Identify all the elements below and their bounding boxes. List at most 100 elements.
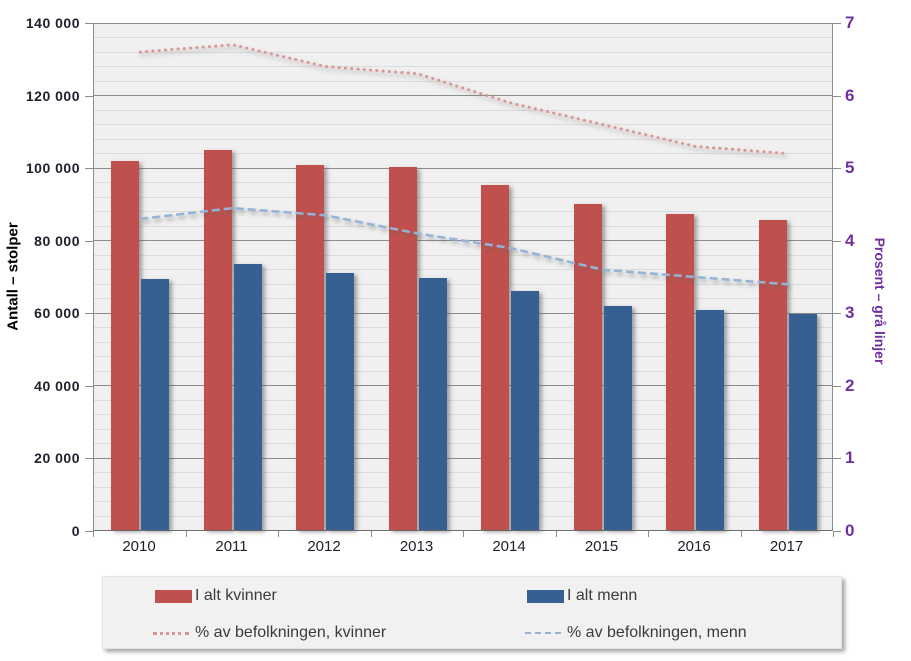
left-tick-mark — [85, 385, 93, 387]
bar-menn-2015 — [603, 305, 632, 530]
kvinner-bar-swatch — [155, 589, 192, 603]
right-tick-label: 6 — [845, 85, 855, 105]
left-tick-mark — [85, 168, 93, 170]
left-tick-label: 140 000 — [25, 15, 80, 31]
minor-gridline — [94, 269, 832, 271]
left-tick-mark — [85, 240, 93, 242]
left-tick-label: 100 000 — [25, 160, 80, 177]
percent-line-kvinner — [138, 43, 790, 156]
major-gridline — [94, 312, 832, 314]
minor-gridline — [94, 211, 832, 213]
right-tick-label: 3 — [845, 303, 855, 323]
minor-gridline — [94, 51, 832, 53]
bar-menn-2014 — [511, 290, 540, 530]
minor-gridline — [94, 109, 832, 111]
legend: I alt kvinner I alt menn % av befolkning… — [102, 576, 842, 649]
minor-gridline — [94, 283, 832, 285]
plot-area — [93, 22, 833, 531]
x-tick-mark — [648, 531, 649, 537]
legend-item-kvinner-bar: I alt kvinner — [155, 586, 277, 606]
left-tick-mark — [85, 313, 93, 315]
left-tick-label: 120 000 — [25, 87, 80, 104]
right-tick-label: 2 — [845, 375, 855, 395]
minor-gridline — [94, 37, 832, 38]
minor-gridline — [94, 225, 832, 227]
bar-menn-2017 — [788, 314, 817, 530]
bar-menn-2016 — [696, 309, 725, 530]
bar-kvinner-2017 — [758, 220, 787, 530]
major-gridline — [94, 457, 832, 459]
right-tick-mark — [833, 458, 841, 460]
right-tick-label: 0 — [845, 521, 855, 540]
bar-menn-2012 — [326, 273, 355, 530]
right-tick-label: 7 — [845, 13, 855, 32]
right-tick-label: 4 — [845, 230, 855, 250]
bar-menn-2011 — [233, 264, 262, 530]
right-tick-mark — [833, 23, 841, 24]
minor-gridline — [94, 472, 832, 474]
legend-label: I alt menn — [567, 587, 638, 604]
x-axis-label-2015: 2015 — [584, 538, 619, 555]
x-tick-mark — [370, 531, 372, 537]
x-tick-mark — [278, 531, 279, 537]
legend-label: % av befolkningen, kvinner — [195, 624, 387, 641]
x-axis-label-2014: 2014 — [492, 538, 526, 555]
major-gridline — [94, 22, 832, 24]
minor-gridline — [94, 501, 832, 503]
x-axis-label-2017: 2017 — [769, 538, 804, 555]
kvinner-line-swatch — [153, 631, 189, 635]
left-tick-label: 60 000 — [34, 305, 80, 322]
left-tick-label: 0 — [71, 523, 80, 539]
menn-line-swatch — [525, 632, 561, 634]
left-tick-mark — [85, 95, 93, 97]
percent-line-series — [138, 43, 790, 286]
minor-gridline — [94, 443, 832, 445]
x-tick-mark — [555, 531, 557, 537]
right-tick-label: 5 — [845, 158, 855, 178]
legend-label: I alt kvinner — [195, 587, 277, 604]
x-axis-label-2010: 2010 — [122, 538, 156, 555]
legend-item-kvinner-line: % av befolkningen, kvinner — [153, 623, 386, 643]
minor-gridline — [94, 66, 832, 68]
bar-menn-2013 — [418, 278, 447, 530]
menn-bar-swatch — [527, 589, 564, 603]
minor-gridline — [94, 298, 832, 300]
left-axis-title: Antall – stolper — [4, 222, 22, 331]
bar-kvinner-2015 — [573, 204, 602, 530]
right-tick-mark — [833, 313, 841, 315]
minor-gridline — [94, 341, 832, 343]
x-tick-mark — [740, 531, 742, 537]
minor-gridline — [94, 356, 832, 358]
legend-item-menn-bar: I alt menn — [527, 586, 637, 606]
bar-kvinner-2010 — [111, 161, 140, 530]
minor-gridline — [94, 80, 832, 82]
right-tick-label: 1 — [845, 448, 855, 468]
left-tick-label: 20 000 — [34, 450, 80, 467]
legend-item-menn-line: % av befolkningen, menn — [525, 623, 747, 643]
left-tick-label: 80 000 — [34, 232, 80, 249]
minor-gridline — [94, 153, 832, 155]
x-axis-label-2016: 2016 — [677, 538, 711, 555]
right-tick-mark — [833, 385, 841, 387]
bar-kvinner-2012 — [296, 164, 325, 530]
bar-kvinner-2014 — [481, 184, 510, 530]
major-gridline — [94, 167, 832, 169]
right-tick-mark — [833, 531, 841, 532]
right-tick-mark — [833, 95, 841, 97]
minor-gridline — [94, 428, 832, 430]
x-tick-mark — [833, 531, 834, 537]
minor-gridline — [94, 515, 832, 517]
minor-gridline — [94, 196, 832, 198]
left-tick-label: 40 000 — [34, 377, 80, 394]
minor-gridline — [94, 399, 832, 401]
minor-gridline — [94, 254, 832, 256]
bar-kvinner-2011 — [203, 150, 232, 530]
minor-gridline — [94, 414, 832, 416]
bar-kvinner-2016 — [666, 214, 695, 530]
right-tick-mark — [833, 240, 841, 242]
major-gridline — [94, 95, 832, 97]
x-tick-mark — [93, 531, 94, 537]
left-tick-mark — [85, 23, 93, 24]
minor-gridline — [94, 370, 832, 372]
